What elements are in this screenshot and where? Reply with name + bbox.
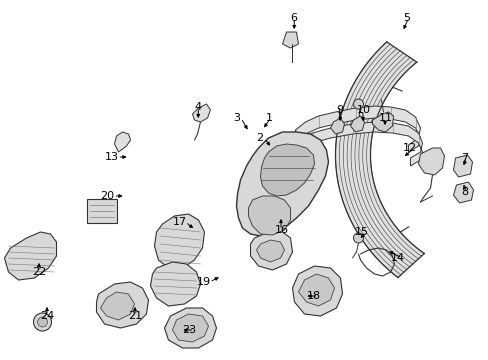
Polygon shape — [260, 144, 314, 196]
Polygon shape — [282, 32, 298, 48]
Text: 10: 10 — [356, 105, 370, 115]
Text: 3: 3 — [233, 113, 240, 123]
Text: 24: 24 — [41, 311, 55, 321]
Text: 15: 15 — [354, 227, 368, 237]
Circle shape — [34, 313, 51, 331]
Polygon shape — [96, 282, 148, 328]
Polygon shape — [114, 132, 130, 152]
Text: 21: 21 — [128, 311, 142, 321]
FancyBboxPatch shape — [87, 199, 117, 223]
Polygon shape — [248, 196, 290, 235]
Circle shape — [38, 317, 47, 327]
Polygon shape — [298, 274, 334, 306]
Text: 2: 2 — [256, 133, 263, 143]
Polygon shape — [295, 106, 420, 152]
Polygon shape — [250, 232, 292, 270]
Polygon shape — [172, 314, 208, 342]
Text: 11: 11 — [378, 113, 392, 123]
Text: 6: 6 — [290, 13, 297, 23]
Text: 20: 20 — [101, 191, 114, 201]
Polygon shape — [288, 122, 422, 166]
Polygon shape — [101, 292, 134, 320]
Text: 14: 14 — [389, 253, 404, 263]
Text: 7: 7 — [461, 153, 468, 163]
Polygon shape — [452, 182, 472, 203]
Polygon shape — [452, 155, 471, 177]
Circle shape — [353, 99, 363, 109]
Polygon shape — [256, 240, 284, 262]
Text: 8: 8 — [461, 187, 468, 197]
Text: 12: 12 — [402, 143, 416, 153]
Polygon shape — [372, 112, 393, 132]
Text: 18: 18 — [306, 291, 320, 301]
Polygon shape — [292, 266, 342, 316]
Text: 5: 5 — [403, 13, 409, 23]
Text: 4: 4 — [194, 102, 201, 112]
Polygon shape — [330, 118, 344, 134]
Polygon shape — [164, 308, 216, 348]
Polygon shape — [192, 104, 210, 122]
Circle shape — [353, 233, 363, 243]
Polygon shape — [418, 148, 444, 175]
Text: 23: 23 — [182, 325, 196, 335]
Text: 9: 9 — [336, 105, 343, 115]
Polygon shape — [335, 42, 424, 278]
Text: 19: 19 — [196, 277, 210, 287]
Text: 1: 1 — [265, 113, 272, 123]
Polygon shape — [4, 232, 57, 280]
Polygon shape — [150, 262, 200, 306]
Polygon shape — [236, 132, 328, 236]
Polygon shape — [154, 214, 204, 268]
Text: 13: 13 — [104, 152, 118, 162]
Text: 17: 17 — [172, 217, 186, 227]
Text: 16: 16 — [274, 225, 288, 235]
Text: 22: 22 — [32, 267, 47, 277]
Polygon shape — [350, 116, 364, 132]
